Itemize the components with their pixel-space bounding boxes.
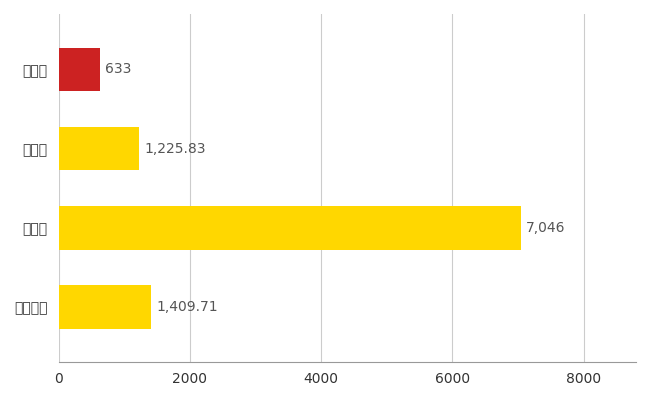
Bar (58, 127, 139, 170)
Bar (58, 48, 100, 91)
Text: 7,046: 7,046 (526, 221, 566, 235)
Text: 633: 633 (105, 62, 132, 76)
Bar (58, 285, 151, 329)
Text: 1,225.83: 1,225.83 (144, 142, 205, 156)
Text: 1,409.71: 1,409.71 (156, 300, 218, 314)
Bar (58, 206, 521, 250)
